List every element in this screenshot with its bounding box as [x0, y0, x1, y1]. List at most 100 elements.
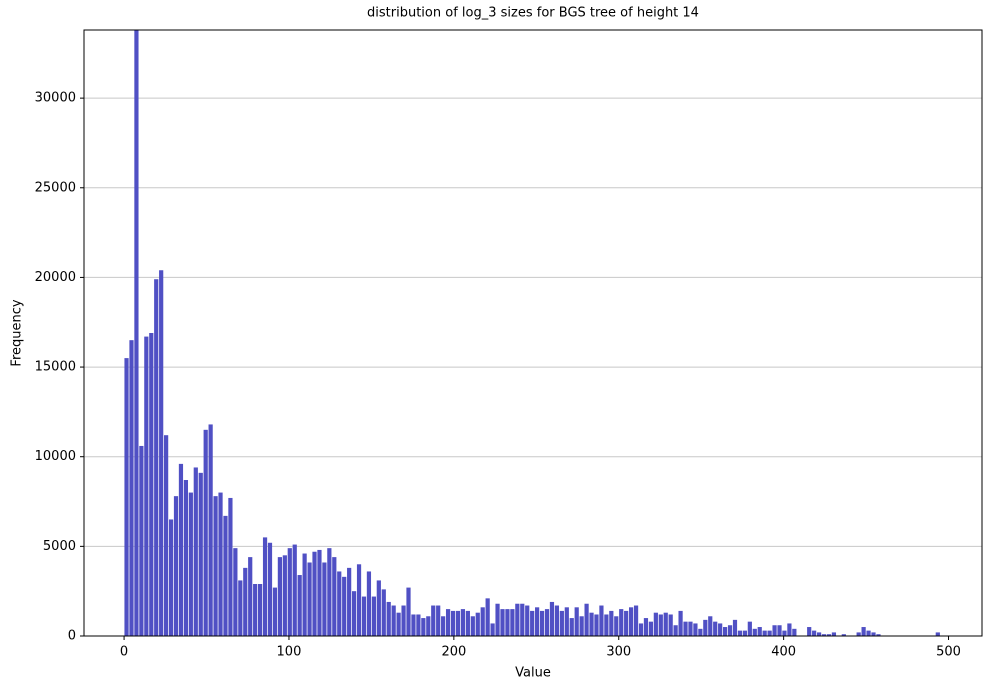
- bar: [450, 610, 456, 636]
- bar: [816, 632, 822, 636]
- x-tick-label: 300: [606, 645, 631, 660]
- bar: [455, 610, 461, 636]
- bar: [277, 557, 282, 636]
- bar: [223, 515, 228, 636]
- plot-frame: [83, 29, 983, 637]
- bar: [876, 634, 881, 636]
- bar: [673, 625, 678, 636]
- bar: [619, 609, 624, 636]
- bar: [208, 424, 213, 636]
- bar: [233, 548, 238, 636]
- bar: [134, 30, 139, 636]
- bar: [297, 575, 302, 636]
- bar: [658, 614, 663, 636]
- bar: [737, 630, 743, 636]
- y-axis-label: Frequency: [10, 299, 25, 366]
- bar: [841, 634, 846, 636]
- bar: [520, 603, 525, 636]
- bar: [564, 607, 569, 636]
- bar: [307, 562, 312, 636]
- bar: [411, 614, 416, 636]
- bar: [421, 618, 426, 636]
- bar: [361, 596, 367, 636]
- bar: [332, 557, 337, 636]
- bar: [327, 548, 332, 636]
- bar: [757, 627, 762, 636]
- x-tick-label: 500: [936, 645, 961, 660]
- bar: [168, 519, 174, 636]
- bar: [624, 610, 629, 636]
- bar: [485, 598, 490, 636]
- bar: [460, 609, 466, 636]
- bar: [480, 607, 485, 636]
- bar: [465, 610, 470, 636]
- bar: [178, 463, 184, 636]
- bar: [262, 537, 268, 636]
- bar: [302, 553, 307, 636]
- bar: [633, 605, 639, 636]
- bar: [544, 609, 550, 636]
- bar: [342, 576, 347, 636]
- bar: [258, 584, 263, 636]
- bar: [253, 584, 258, 636]
- bar: [713, 621, 718, 636]
- bar: [495, 603, 500, 636]
- bar: [648, 621, 653, 636]
- bar: [708, 616, 713, 636]
- bar: [198, 472, 203, 636]
- bar: [693, 623, 698, 636]
- bar: [124, 358, 129, 636]
- bar: [782, 630, 787, 636]
- bar: [218, 492, 223, 636]
- bar: [173, 496, 179, 636]
- x-axis-label: Value: [515, 666, 551, 681]
- bar: [742, 630, 747, 636]
- bar: [688, 621, 693, 636]
- bar: [683, 621, 688, 636]
- bar: [554, 605, 560, 636]
- bar: [599, 605, 604, 636]
- bar: [287, 548, 292, 636]
- bar: [747, 621, 752, 636]
- y-tick-label: 30000: [35, 91, 76, 106]
- bar: [243, 567, 248, 636]
- bar: [663, 612, 668, 636]
- x-tick-label: 0: [120, 645, 128, 660]
- bar: [594, 614, 599, 636]
- bar: [272, 587, 278, 636]
- bar: [767, 630, 772, 636]
- x-tick-label: 400: [771, 645, 796, 660]
- bar: [183, 480, 189, 636]
- bar: [792, 628, 797, 636]
- bar: [807, 627, 812, 636]
- bar: [351, 591, 357, 636]
- bar: [188, 492, 193, 636]
- bar: [718, 623, 723, 636]
- bar: [401, 605, 406, 636]
- bar: [856, 632, 861, 636]
- bar: [139, 445, 144, 636]
- bar: [549, 601, 555, 636]
- bar: [772, 625, 777, 636]
- bar: [431, 605, 436, 636]
- bar: [154, 279, 159, 636]
- bar: [609, 610, 614, 636]
- bar: [727, 625, 733, 636]
- bar: [426, 616, 431, 636]
- bar: [777, 625, 782, 636]
- bar: [535, 607, 540, 636]
- bar: [312, 551, 317, 636]
- bar: [629, 607, 634, 636]
- bar: [574, 607, 579, 636]
- bar: [445, 609, 451, 636]
- bar: [238, 580, 243, 636]
- y-tick-label: 15000: [35, 360, 76, 375]
- bar: [579, 616, 584, 636]
- bar: [396, 612, 401, 636]
- bar: [228, 497, 233, 636]
- bar: [386, 601, 391, 636]
- bar: [500, 609, 505, 636]
- bar: [347, 567, 352, 636]
- bar: [441, 616, 446, 636]
